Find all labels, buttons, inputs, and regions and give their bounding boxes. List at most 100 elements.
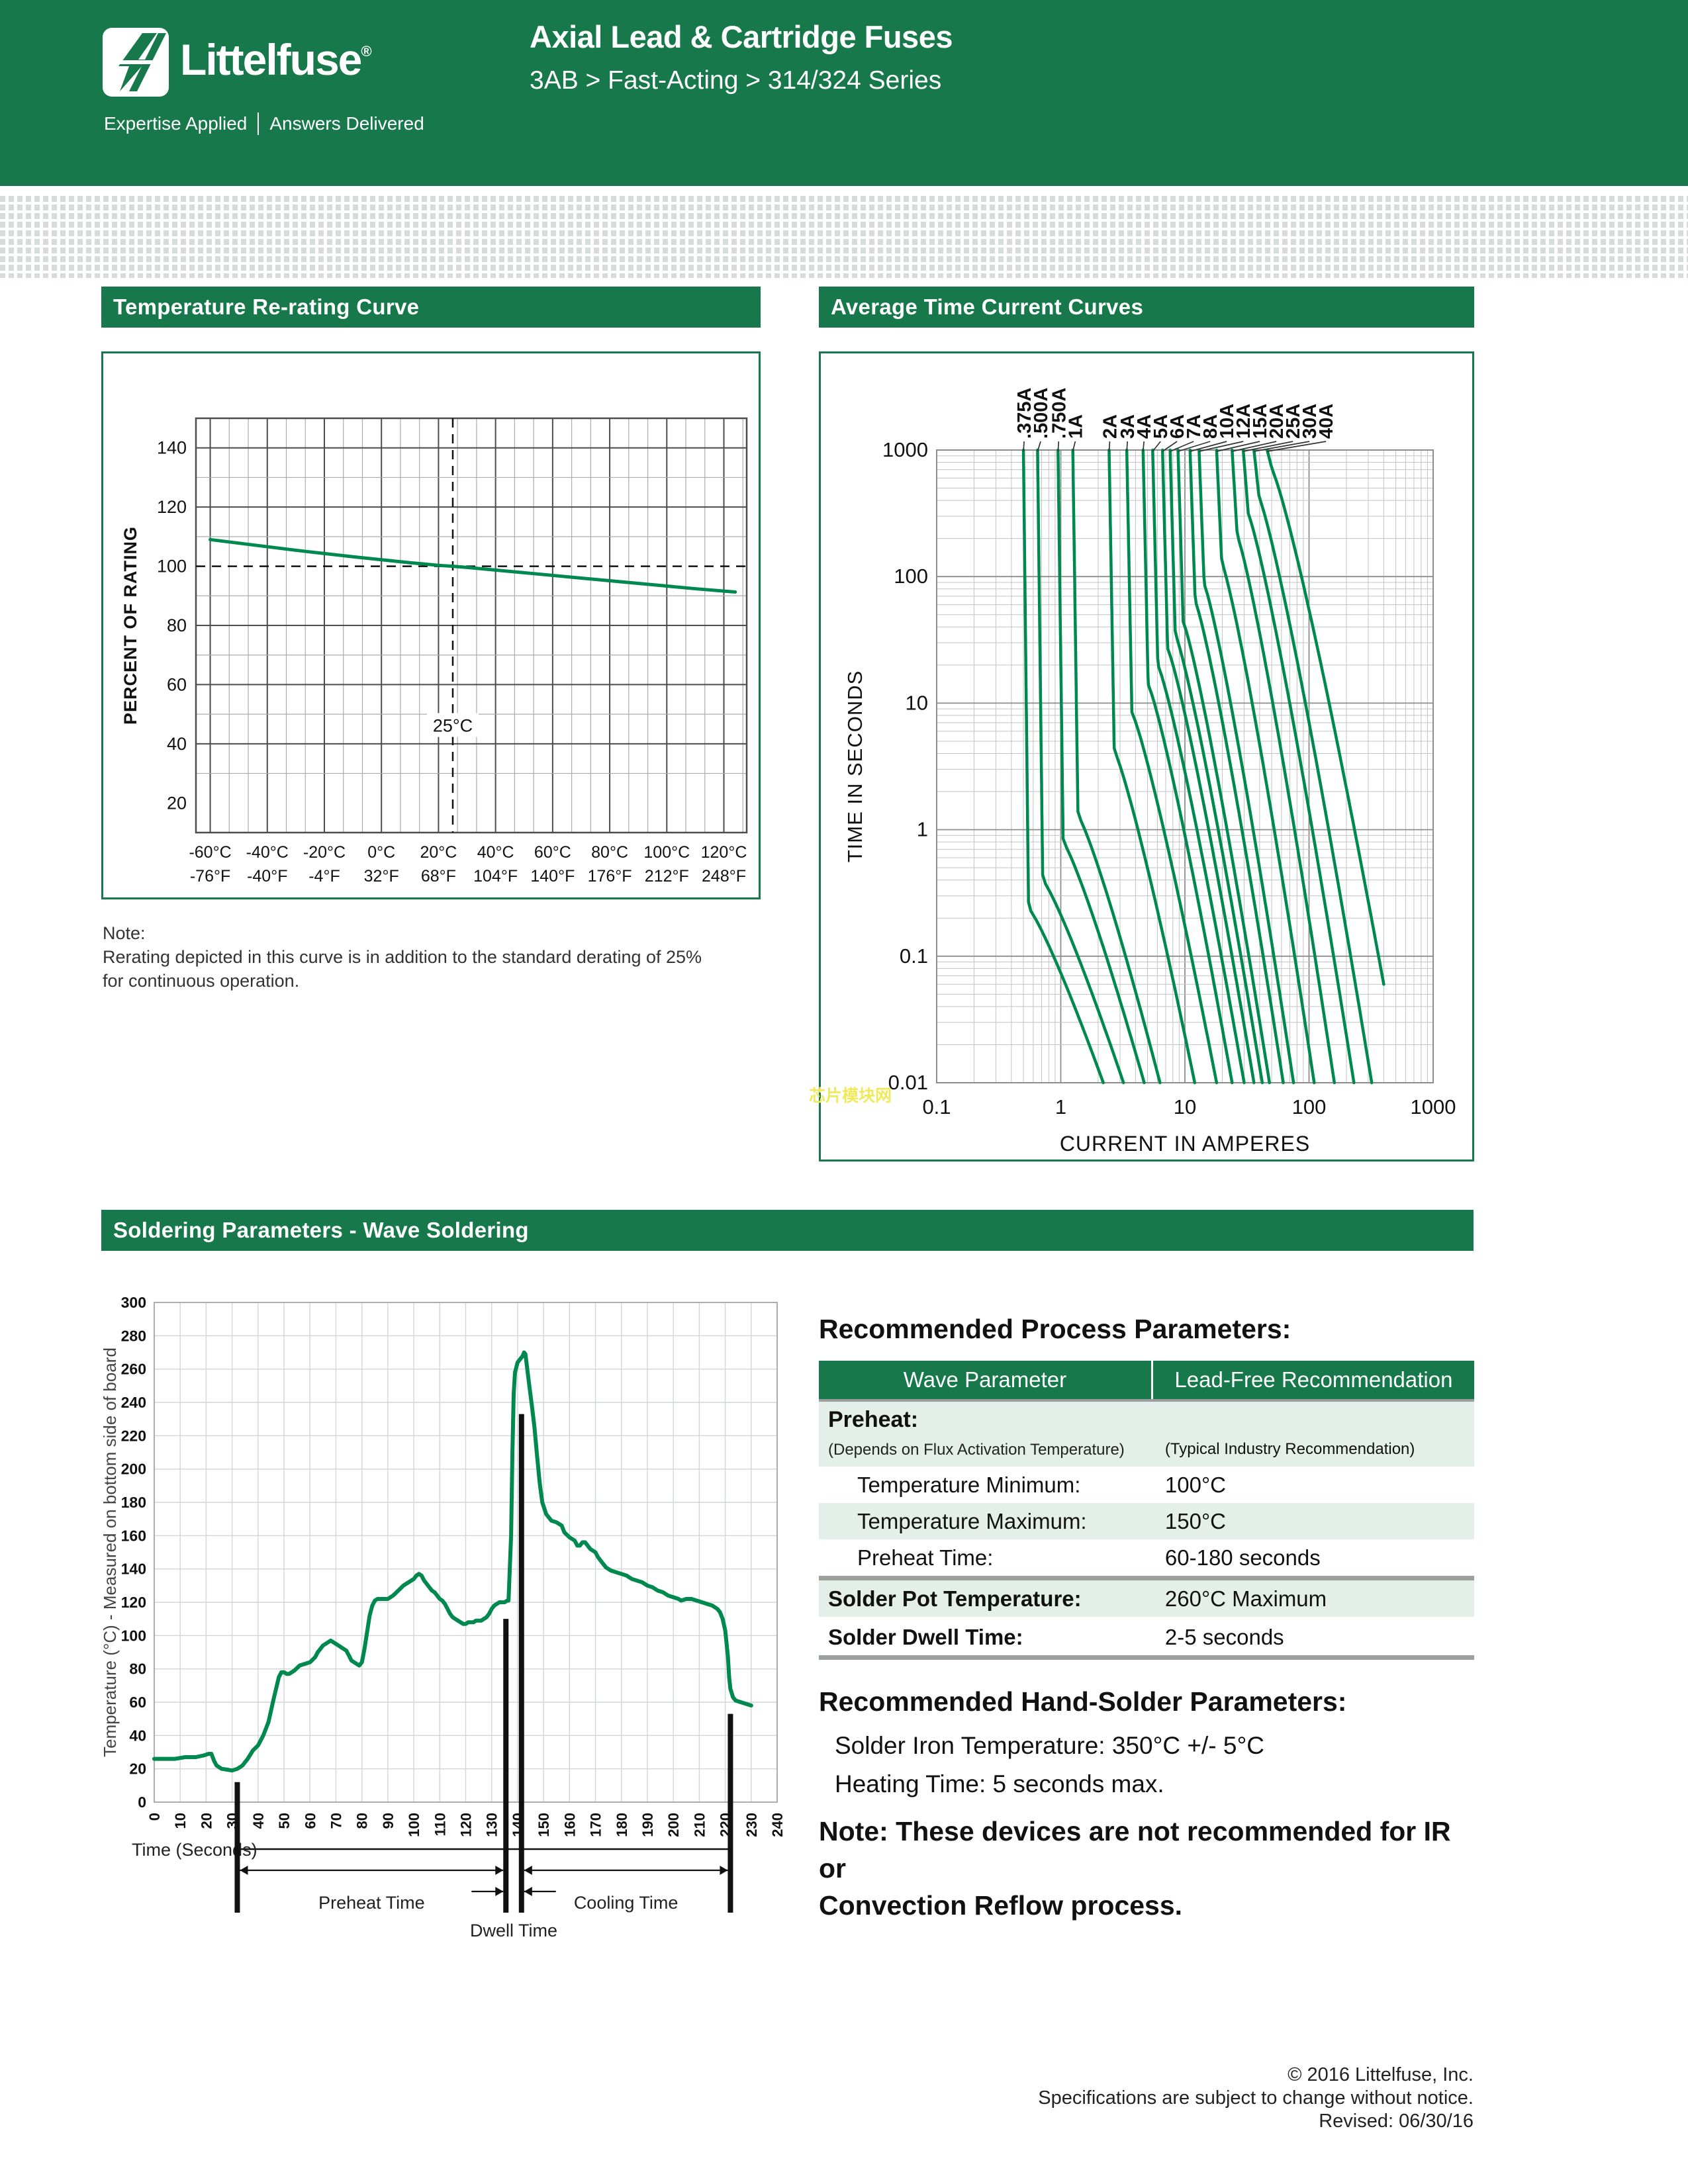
y-tick-label: 40 [129, 1727, 146, 1744]
tagline-left: Expertise Applied [104, 113, 248, 134]
x-tick-label-f: 32°F [364, 867, 399, 886]
arrowhead-icon [495, 1866, 504, 1875]
process-parameters: Recommended Process Parameters: Wave Par… [819, 1314, 1474, 1660]
table-row: Preheat: (Depends on Flux Activation Temp… [819, 1402, 1474, 1467]
y-tick-label: 180 [121, 1494, 146, 1511]
y-tick-label: 10 [906, 691, 928, 714]
fuse-curve-.375A [1021, 448, 1105, 1085]
curve-label-leader [1232, 441, 1277, 452]
brand-tagline: Expertise Applied Answers Delivered [104, 113, 424, 135]
hand-solder-line-1: Solder Iron Temperature: 350°C +/- 5°C [835, 1732, 1264, 1759]
fuse-curve-.500A [1036, 448, 1125, 1085]
x-tick-label-c: -60°C [189, 843, 231, 862]
plot-frame [154, 1302, 778, 1803]
soldering-profile-chart: 0204060801001201401601802002202402602803… [101, 1294, 786, 1940]
x-tick-label: 160 [561, 1813, 578, 1837]
curve-label-leader [1142, 441, 1145, 452]
timecurrent-chart-box: 0.1 1 10 100 1000 0.01 0.1 1 10 100 1000 TIME IN SE… [819, 351, 1474, 1161]
fuse-curve-2A [1107, 448, 1197, 1085]
curve-label-8A: 8A [1200, 414, 1221, 439]
reference-label-25c: 25°C [433, 716, 473, 736]
curve-label-leader [1243, 441, 1293, 452]
x-tick-label: 1000 [1411, 1095, 1456, 1118]
table-row-gap [819, 1617, 1474, 1619]
x-tick-label: 100 [406, 1813, 422, 1837]
cooling-time-label: Cooling Time [574, 1893, 679, 1913]
x-tick-label: 1 [1055, 1095, 1066, 1118]
x-tick-label-f: 212°F [645, 867, 689, 886]
hand-solder-title: Recommended Hand-Solder Parameters: [819, 1686, 1347, 1717]
soldering-profile-curve [152, 1350, 753, 1773]
y-tick-label: 240 [121, 1394, 146, 1411]
note-label: Note: [103, 923, 146, 943]
tagline-right: Answers Delivered [269, 113, 424, 134]
curve-label-.375A: .375A [1014, 388, 1035, 439]
y-tick-label: 40 [167, 734, 187, 754]
x-tick-label: 60 [302, 1813, 318, 1829]
brand-name: Littelfuse® [180, 35, 372, 84]
footer-disclaimer: Specifications are subject to change wit… [1038, 2087, 1474, 2109]
y-tick-label: 160 [121, 1527, 146, 1544]
fuse-curve-8A [1176, 448, 1271, 1085]
hand-solder-note-line-1: Note: These devices are not recommended … [819, 1816, 1451, 1884]
y-tick-label: 80 [129, 1661, 146, 1678]
x-tick-label: 120 [458, 1813, 475, 1837]
hand-solder-line-2: Heating Time: 5 seconds max. [835, 1770, 1164, 1797]
section-title-rerating: Temperature Re-rating Curve [101, 287, 761, 328]
page-subtitle: 3AB > Fast-Acting > 314/324 Series [530, 66, 942, 95]
x-tick-label-f: -76°F [190, 867, 230, 886]
reference-label-bg [426, 713, 479, 737]
x-tick-label-f: 248°F [702, 867, 746, 886]
curve-label-6A: 6A [1167, 414, 1188, 439]
table-body: Preheat: (Depends on Flux Activation Temp… [819, 1402, 1474, 1660]
fuse-curve-.750A [1056, 448, 1146, 1085]
curve-label-1A: 1A [1065, 414, 1086, 439]
fuse-curve-20A [1231, 448, 1336, 1085]
rerating-curve [209, 537, 737, 594]
y-tick-label: 1000 [882, 438, 928, 461]
x-tick-label: 90 [380, 1813, 397, 1829]
table-cell-value: 150°C [1164, 1508, 1226, 1533]
x-tick-label-c: 60°C [534, 843, 571, 862]
fuse-curve-10A [1188, 448, 1285, 1085]
y-tick-label: 0.1 [900, 944, 928, 968]
hand-solder-note: Note: These devices are not recommended … [819, 1813, 1474, 1924]
x-tick-label: 170 [588, 1813, 604, 1837]
curve-label-4A: 4A [1134, 414, 1155, 439]
curve-label-10A: 10A [1217, 404, 1238, 439]
tagline-divider [258, 113, 259, 135]
x-tick-label-f: 104°F [473, 867, 518, 886]
x-tick-label: 230 [743, 1813, 760, 1837]
section-title-rerating-label: Temperature Re-rating Curve [113, 295, 420, 319]
y-tick-label: 80 [167, 615, 187, 635]
curve-label-leader [1170, 441, 1194, 452]
x-tick-label: 200 [665, 1813, 682, 1837]
curve-label-3A: 3A [1117, 414, 1139, 439]
curve-label-leader [1072, 441, 1076, 452]
x-tick-label-c: 0°C [367, 843, 395, 862]
y-axis-title: PERCENT OF RATING [120, 526, 140, 725]
plot-frame [936, 449, 1434, 1083]
littelfuse-logo-icon [103, 28, 169, 97]
arrowhead-icon [495, 1887, 504, 1896]
curve-label-5A: 5A [1150, 414, 1172, 439]
x-tick-label-c: 100°C [643, 843, 690, 862]
y-tick-label: 120 [121, 1594, 146, 1611]
x-tick-label: 190 [639, 1813, 656, 1837]
y-tick-label: 60 [167, 674, 187, 694]
registered-mark-icon: ® [361, 43, 372, 60]
y-tick-label: 1 [917, 818, 928, 841]
table-cell-parameter: Solder Dwell Time: [828, 1624, 1023, 1649]
preheat-time-label: Preheat Time [318, 1893, 425, 1913]
curve-label-25A: 25A [1283, 404, 1304, 439]
y-tick-label: 260 [121, 1361, 146, 1378]
rerating-note: Note: Rerating depicted in this curve is… [103, 921, 702, 993]
littelfuse-logo [103, 28, 169, 97]
process-parameters-title: Recommended Process Parameters: [819, 1314, 1291, 1344]
hand-solder-parameters: Recommended Hand-Solder Parameters: Sold… [819, 1686, 1474, 1924]
arrowhead-icon [720, 1866, 728, 1875]
table-cell-value: 2-5 seconds [1164, 1624, 1284, 1649]
x-tick-label-c: 80°C [591, 843, 628, 862]
arrowhead-icon [240, 1866, 248, 1875]
fuse-curve-7A [1168, 448, 1264, 1085]
